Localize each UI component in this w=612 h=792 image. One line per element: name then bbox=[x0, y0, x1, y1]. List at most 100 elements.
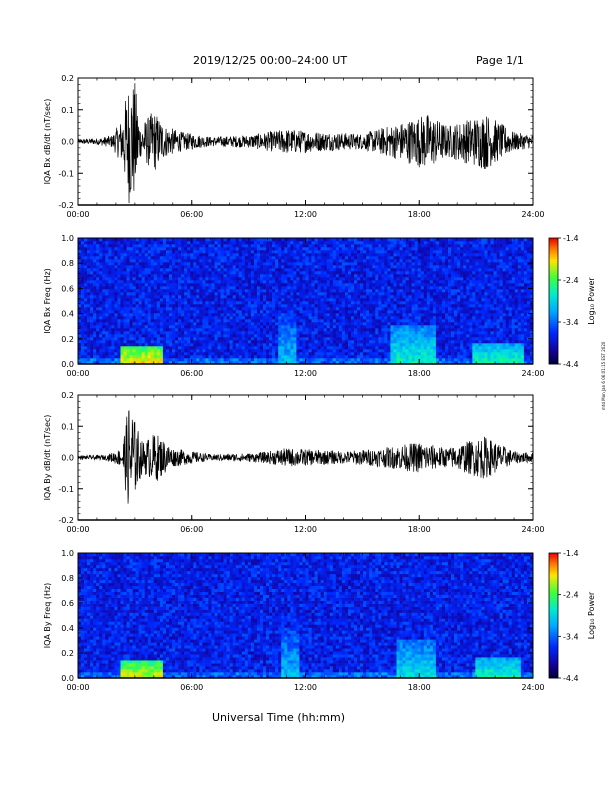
heatmap-cell bbox=[90, 295, 94, 299]
heatmap-cell bbox=[135, 334, 139, 338]
heatmap-cell bbox=[393, 322, 397, 326]
heatmap-cell bbox=[378, 250, 382, 254]
heatmap-cell bbox=[205, 289, 209, 293]
heatmap-cell bbox=[341, 310, 346, 314]
heatmap-cell bbox=[150, 271, 155, 275]
heatmap-cell bbox=[235, 346, 240, 350]
heatmap-cell bbox=[387, 355, 391, 359]
heatmap-cell bbox=[220, 328, 224, 332]
heatmap-cell bbox=[384, 355, 388, 359]
heatmap-cell bbox=[214, 241, 218, 245]
heatmap-cell bbox=[308, 328, 312, 332]
heatmap-cell bbox=[111, 328, 115, 332]
heatmap-cell bbox=[241, 346, 246, 350]
heatmap-cell bbox=[426, 256, 431, 260]
heatmap-cell bbox=[190, 298, 194, 302]
heatmap-cell bbox=[150, 262, 155, 266]
heatmap-cell bbox=[360, 307, 364, 311]
heatmap-cell bbox=[317, 355, 321, 359]
heatmap-cell bbox=[129, 277, 133, 281]
heatmap-cell bbox=[278, 295, 282, 299]
heatmap-cell bbox=[138, 334, 142, 338]
heatmap-cell bbox=[162, 259, 167, 263]
heatmap-cell bbox=[81, 286, 85, 290]
heatmap-cell bbox=[111, 259, 115, 263]
heatmap-cell bbox=[375, 313, 379, 317]
heatmap-cell bbox=[153, 358, 158, 362]
heatmap-cell bbox=[147, 265, 152, 269]
heatmap-cell bbox=[123, 286, 127, 290]
heatmap-cell bbox=[423, 241, 428, 245]
heatmap-cell bbox=[135, 310, 139, 314]
heatmap-cell bbox=[311, 337, 315, 341]
heatmap-cell bbox=[211, 289, 215, 293]
heatmap-cell bbox=[105, 280, 109, 284]
heatmap-cell bbox=[126, 319, 130, 323]
heatmap-cell bbox=[108, 289, 112, 293]
heatmap-cell bbox=[99, 334, 103, 338]
heatmap-cell bbox=[256, 262, 261, 266]
heatmap-cell bbox=[150, 247, 155, 251]
heatmap-cell bbox=[250, 310, 255, 314]
heatmap-cell bbox=[238, 328, 243, 332]
heatmap-cell bbox=[311, 259, 315, 263]
heatmap-cell bbox=[187, 274, 191, 278]
heatmap-cell bbox=[305, 304, 309, 308]
heatmap-cell bbox=[187, 310, 191, 314]
heatmap-cell bbox=[390, 352, 394, 356]
heatmap-cell bbox=[162, 280, 167, 284]
heatmap-cell bbox=[138, 274, 142, 278]
heatmap-cell bbox=[241, 319, 246, 323]
heatmap-cell bbox=[363, 250, 367, 254]
heatmap-cell bbox=[217, 286, 221, 290]
heatmap-cell bbox=[263, 301, 267, 305]
heatmap-cell bbox=[287, 343, 291, 347]
heatmap-cell bbox=[253, 361, 258, 365]
heatmap-cell bbox=[253, 331, 258, 335]
heatmap-cell bbox=[141, 298, 146, 302]
heatmap-cell bbox=[290, 355, 294, 359]
heatmap-cell bbox=[360, 328, 364, 332]
heatmap-cell bbox=[184, 280, 188, 284]
heatmap-cell bbox=[317, 313, 321, 317]
heatmap-cell bbox=[187, 301, 191, 305]
heatmap-cell bbox=[147, 361, 152, 365]
heatmap-cell bbox=[184, 316, 188, 320]
heatmap-cell bbox=[426, 277, 431, 281]
heatmap-cell bbox=[384, 241, 388, 245]
heatmap-cell bbox=[335, 358, 340, 362]
heatmap-cell bbox=[293, 337, 297, 341]
heatmap-cell bbox=[323, 334, 328, 338]
heatmap-cell bbox=[366, 268, 370, 272]
heatmap-cell bbox=[420, 349, 425, 353]
heatmap-cell bbox=[320, 280, 324, 284]
heatmap-cell bbox=[205, 307, 209, 311]
heatmap-cell bbox=[338, 349, 343, 353]
heatmap-cell bbox=[269, 280, 273, 284]
heatmap-cell bbox=[344, 325, 349, 329]
heatmap-cell bbox=[341, 244, 346, 248]
heatmap-cell bbox=[178, 310, 182, 314]
heatmap-cell bbox=[220, 325, 224, 329]
heatmap-cell bbox=[238, 358, 243, 362]
heatmap-cell bbox=[266, 295, 270, 299]
heatmap-cell bbox=[123, 349, 127, 353]
heatmap-cell bbox=[308, 346, 312, 350]
heatmap-cell bbox=[420, 280, 425, 284]
heatmap-cell bbox=[181, 271, 185, 275]
heatmap-cell bbox=[129, 358, 133, 362]
heatmap-cell bbox=[187, 361, 191, 365]
heatmap-cell bbox=[235, 322, 240, 326]
heatmap-cell bbox=[393, 295, 397, 299]
heatmap-cell bbox=[169, 361, 173, 365]
heatmap-cell bbox=[317, 241, 321, 245]
heatmap-cell bbox=[326, 277, 331, 281]
heatmap-cell bbox=[220, 286, 224, 290]
heatmap-cell bbox=[329, 316, 334, 320]
heatmap-cell bbox=[344, 244, 349, 248]
heatmap-cell bbox=[235, 295, 240, 299]
heatmap-cell bbox=[263, 283, 267, 287]
heatmap-cell bbox=[354, 349, 358, 353]
heatmap-cell bbox=[393, 271, 397, 275]
heatmap-cell bbox=[220, 262, 224, 266]
